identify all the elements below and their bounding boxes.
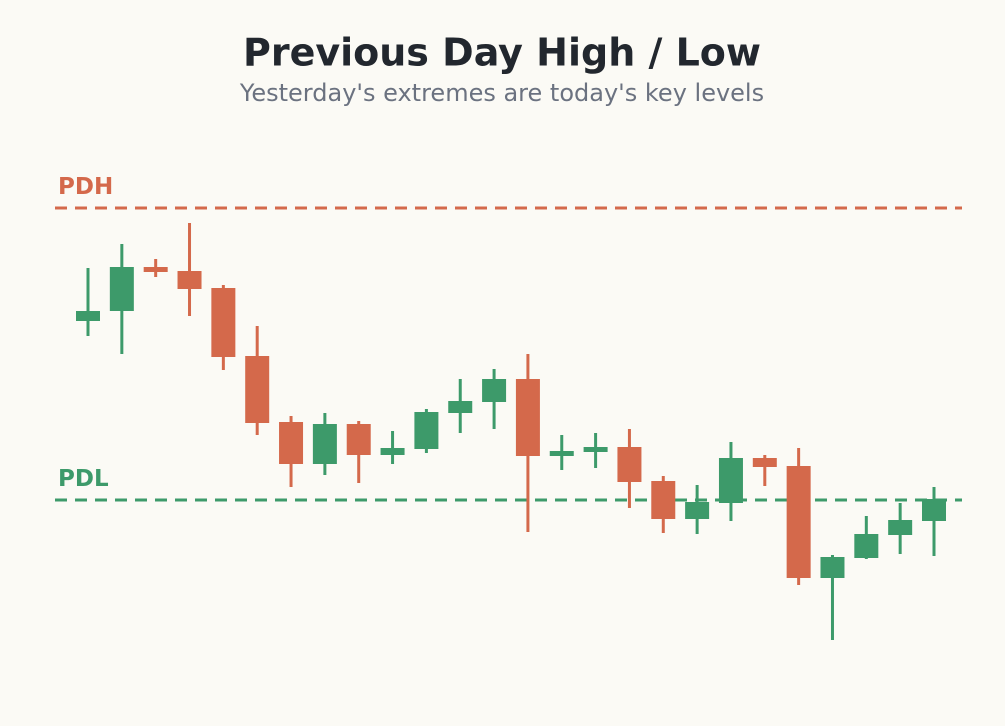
candle-body — [380, 448, 405, 455]
candle-body — [922, 499, 946, 521]
candle-body — [143, 267, 168, 272]
candle-body — [888, 520, 913, 535]
candle-body — [617, 447, 642, 482]
candle-body — [515, 379, 540, 456]
candle-body — [109, 267, 134, 311]
level-label: PDL — [58, 466, 109, 492]
candle-body — [312, 424, 337, 464]
candle-body — [482, 379, 507, 402]
candle-body — [414, 412, 439, 449]
candle-body — [177, 271, 202, 289]
candle-body — [279, 422, 304, 464]
candle-body — [448, 401, 473, 413]
candle-body — [651, 481, 676, 519]
level-label: PDH — [58, 174, 113, 200]
candle-body — [346, 424, 371, 455]
candle-body — [854, 534, 879, 558]
candle-body — [583, 447, 608, 452]
chart-subtitle: Yesterday's extremes are today's key lev… — [239, 79, 764, 107]
candle-body — [685, 502, 710, 519]
candle-body — [76, 311, 100, 321]
candle-body — [718, 458, 743, 503]
candle-body — [549, 451, 574, 456]
candle-body — [245, 356, 270, 423]
candle-body — [752, 458, 777, 467]
candle-body — [211, 288, 236, 357]
candle-body — [786, 466, 811, 578]
candle-body — [820, 557, 845, 578]
chart-title: Previous Day High / Low — [243, 31, 761, 75]
